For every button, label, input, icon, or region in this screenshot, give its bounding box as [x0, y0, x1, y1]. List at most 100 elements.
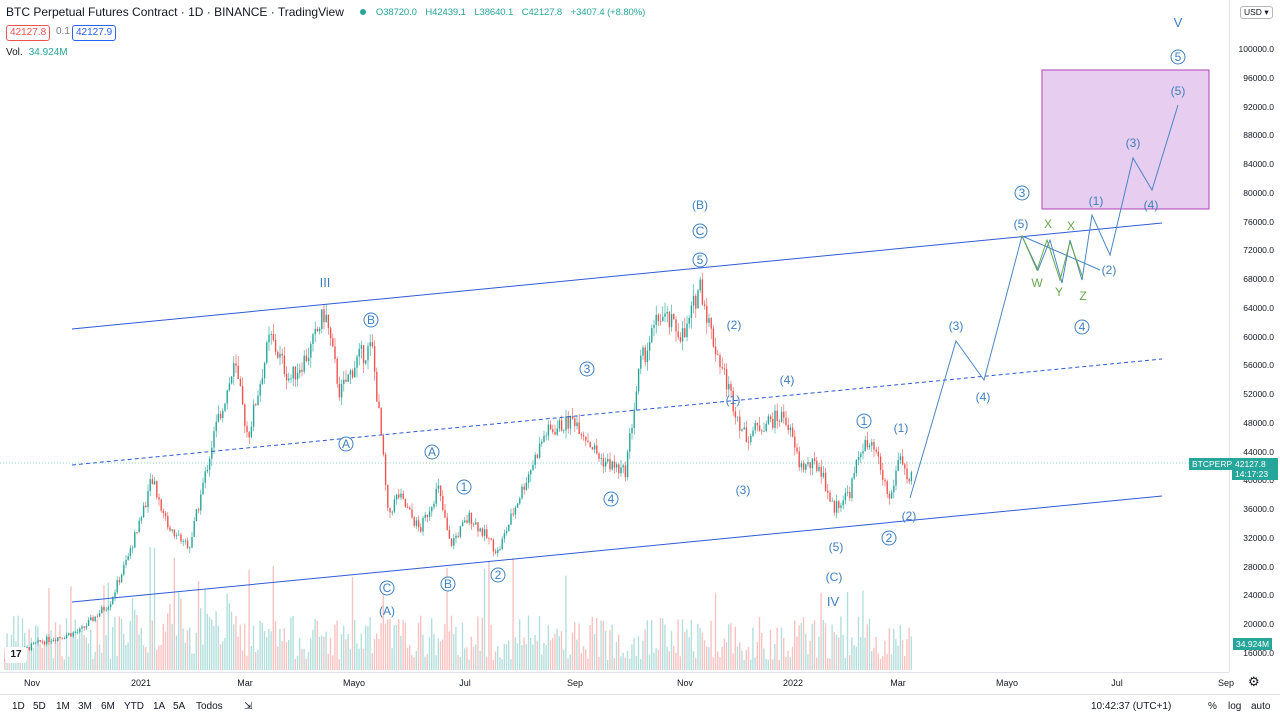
range-button[interactable]: YTD: [124, 701, 144, 712]
volume-bar: [873, 647, 875, 670]
candle-body: [323, 309, 325, 322]
volume-bar: [279, 628, 281, 670]
volume-bars: [4, 546, 912, 670]
candle-body: [305, 355, 308, 362]
trend-lines: [0, 222, 1229, 603]
candle-body: [492, 539, 495, 552]
volume-bar: [404, 622, 406, 670]
volume-bar: [703, 640, 706, 670]
volume-bar: [395, 625, 398, 670]
candle-body: [334, 346, 336, 359]
range-button[interactable]: 1D: [12, 701, 25, 712]
candle-body: [901, 456, 904, 465]
price-chart[interactable]: III B A A 1 C (A) B 2 3 4 (B) C 5 (2) (1) (4) (3) (5) (C) IV…: [0, 0, 1229, 672]
wave-label: 1: [861, 414, 868, 428]
compare-range-icon[interactable]: ⇲: [244, 701, 253, 712]
volume-bar: [63, 659, 65, 670]
volume-bar: [68, 656, 70, 670]
volume-label: Vol.: [6, 47, 23, 58]
candle-body: [404, 498, 407, 507]
range-button[interactable]: 5A: [173, 701, 186, 712]
candle-body: [688, 317, 690, 324]
price-tick: 100000.0: [1238, 44, 1274, 54]
volume-bar: [607, 659, 609, 670]
candle-body: [270, 334, 272, 335]
volume-bar: [391, 648, 393, 670]
candle-body: [538, 443, 541, 458]
range-button[interactable]: Todos: [196, 701, 223, 712]
candle-body: [829, 492, 831, 502]
bar-countdown: 14:17:23: [1235, 469, 1269, 479]
volume-bar: [835, 634, 838, 670]
buy-button[interactable]: 42127.9: [72, 25, 117, 41]
candle-body: [690, 305, 693, 318]
candle-body: [30, 643, 33, 650]
candle-body: [791, 427, 794, 437]
candle-body: [213, 431, 215, 448]
candle-body: [607, 459, 609, 462]
range-button[interactable]: 1M: [56, 701, 70, 712]
candle-body: [61, 637, 63, 639]
candle-body: [776, 410, 778, 421]
candle-body: [277, 351, 279, 358]
time-tick: Mar: [237, 678, 253, 688]
volume-bar: [237, 636, 239, 670]
tradingview-logo[interactable]: 17: [5, 647, 27, 663]
volume-bar: [721, 646, 723, 670]
candle-body: [521, 486, 523, 499]
candle-body: [131, 547, 134, 549]
candle-body: [237, 365, 239, 379]
wave-label: (2): [902, 509, 917, 523]
volume-bar: [882, 656, 884, 670]
volume-bar: [398, 619, 400, 670]
upper-channel-line: [71, 222, 1163, 330]
candle-body: [230, 376, 233, 384]
candle-body: [259, 384, 261, 396]
candle-body: [250, 426, 253, 438]
volume-bar: [153, 548, 156, 670]
volume-bar: [417, 622, 420, 670]
symbol-title[interactable]: BTC Perpetual Futures Contract · 1D · BI…: [6, 5, 344, 19]
candle-body: [228, 383, 231, 391]
wave-label: A: [342, 437, 350, 451]
candle-body: [178, 534, 180, 536]
candle-body: [670, 314, 673, 328]
range-button[interactable]: 1A: [153, 701, 166, 712]
candle-body: [816, 460, 818, 471]
volume-bar: [277, 646, 279, 670]
candle-body: [211, 447, 213, 459]
auto-toggle[interactable]: auto: [1251, 701, 1271, 712]
currency-selector[interactable]: USD ▾: [1240, 6, 1273, 19]
sell-button[interactable]: 42127.8: [6, 25, 51, 41]
volume-bar: [710, 620, 712, 670]
volume-bar: [292, 616, 294, 670]
volume-bar: [807, 653, 809, 670]
gear-icon[interactable]: ⚙: [1248, 674, 1260, 689]
volume-bar: [378, 639, 380, 670]
volume-bar: [857, 616, 860, 670]
volume-bar: [116, 656, 118, 670]
volume-bar: [402, 619, 404, 670]
range-button[interactable]: 6M: [101, 701, 115, 712]
time-axis[interactable]: Nov 2021 Mar Mayo Jul Sep Nov 2022 Mar Mayo Jul Sep: [0, 672, 1234, 695]
volume-bar: [360, 633, 362, 670]
volume-bar: [268, 628, 270, 670]
volume-bar: [725, 642, 728, 670]
log-toggle[interactable]: log: [1228, 701, 1242, 712]
volume-bar: [459, 657, 461, 670]
range-button[interactable]: 3M: [78, 701, 92, 712]
candle-body: [329, 327, 332, 339]
volume-bar: [637, 636, 640, 670]
range-button[interactable]: 5D: [33, 701, 46, 712]
candle-body: [384, 454, 387, 485]
clock[interactable]: 10:42:37 (UTC+1): [1091, 701, 1172, 712]
candle-body: [261, 378, 264, 385]
percent-toggle[interactable]: %: [1208, 701, 1217, 712]
candle-body: [288, 378, 290, 381]
volume-bar: [888, 628, 890, 670]
price-axis[interactable]: [1229, 0, 1280, 672]
candle-body: [666, 311, 668, 314]
candle-body: [734, 411, 737, 418]
volume-bar: [783, 638, 785, 670]
